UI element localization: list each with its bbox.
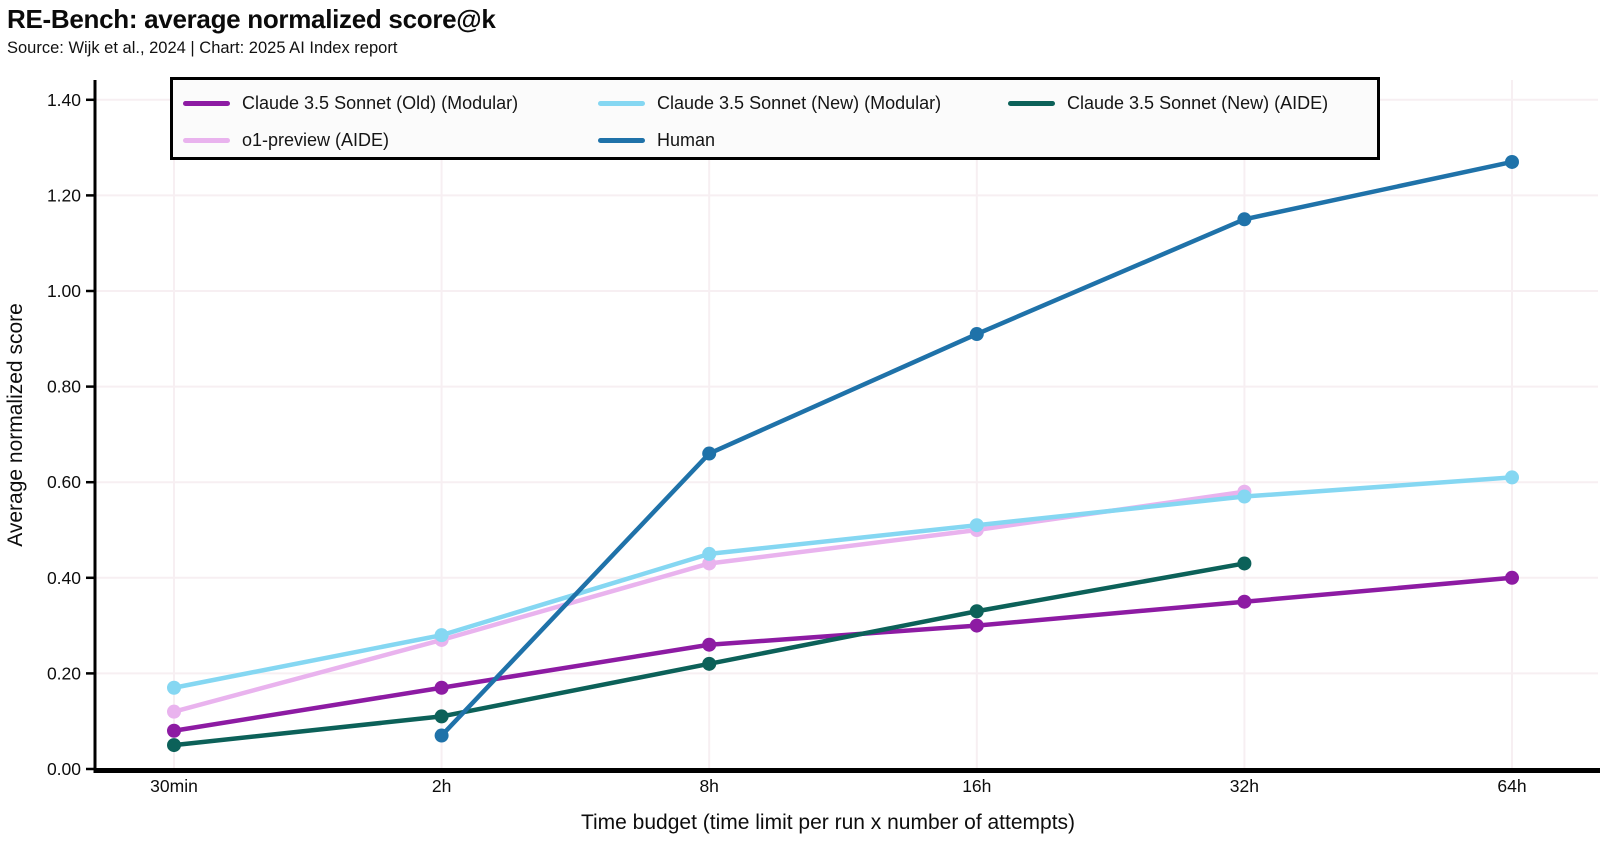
- data-point: [1237, 594, 1252, 609]
- data-point: [969, 618, 984, 633]
- data-point: [969, 604, 984, 619]
- data-point: [1237, 212, 1252, 227]
- x-tick-label: 64h: [1497, 776, 1526, 796]
- data-point: [1237, 489, 1252, 504]
- legend-label: Claude 3.5 Sonnet (New) (Modular): [657, 92, 942, 113]
- x-axis-title: Time budget (time limit per run x number…: [581, 811, 1075, 834]
- y-tick-label: 0.20: [47, 663, 81, 683]
- legend-item: Claude 3.5 Sonnet (Old) (Modular): [183, 91, 518, 115]
- legend-swatch: [598, 137, 645, 143]
- data-point: [1505, 154, 1519, 169]
- data-point: [167, 680, 181, 695]
- data-point: [702, 656, 717, 671]
- data-point: [434, 628, 449, 643]
- y-tick-label: 0.00: [47, 759, 81, 779]
- legend-label: Claude 3.5 Sonnet (New) (AIDE): [1067, 92, 1329, 113]
- legend-swatch: [1008, 100, 1055, 106]
- legend-label: o1-preview (AIDE): [242, 129, 390, 150]
- x-tick-label: 8h: [699, 776, 718, 796]
- legend-swatch: [183, 137, 230, 143]
- data-point: [969, 518, 984, 533]
- data-point: [702, 637, 717, 652]
- data-point: [1505, 570, 1519, 585]
- data-point: [167, 704, 181, 719]
- legend-item: Human: [598, 128, 715, 152]
- x-tick-label: 2h: [432, 776, 451, 796]
- data-point: [434, 728, 449, 743]
- y-tick-label: 1.40: [47, 90, 81, 110]
- y-tick-label: 0.60: [47, 472, 81, 492]
- x-tick-label: 30min: [150, 776, 198, 796]
- chart-subtitle: Source: Wijk et al., 2024 | Chart: 2025 …: [7, 39, 398, 57]
- data-point: [167, 723, 181, 738]
- legend: Claude 3.5 Sonnet (Old) (Modular) Claude …: [170, 77, 1380, 160]
- legend-swatch: [598, 100, 645, 106]
- data-point: [167, 738, 181, 753]
- data-point: [1505, 470, 1519, 485]
- data-point: [702, 446, 717, 461]
- data-point: [1237, 556, 1252, 571]
- legend-item: o1-preview (AIDE): [183, 128, 389, 152]
- y-tick-label: 0.80: [47, 377, 81, 397]
- legend-item: Claude 3.5 Sonnet (New) (AIDE): [1008, 91, 1328, 115]
- y-axis-title: Average normalized score: [4, 303, 27, 547]
- y-tick-label: 1.00: [47, 281, 81, 301]
- x-tick-label: 16h: [962, 776, 991, 796]
- y-tick-label: 1.20: [47, 185, 81, 205]
- chart-title: RE-Bench: average normalized score@k: [7, 4, 496, 34]
- data-point: [969, 327, 984, 342]
- x-tick-label: 32h: [1230, 776, 1259, 796]
- legend-label: Claude 3.5 Sonnet (Old) (Modular): [242, 92, 519, 113]
- y-tick-label: 0.40: [47, 568, 81, 588]
- series-line: [171, 475, 1515, 690]
- data-point: [702, 546, 717, 561]
- data-point: [434, 680, 449, 695]
- legend-item: Claude 3.5 Sonnet (New) (Modular): [598, 91, 941, 115]
- data-point: [434, 709, 449, 724]
- series-line: [171, 575, 1515, 734]
- legend-label: Human: [657, 129, 716, 150]
- legend-swatch: [183, 100, 230, 106]
